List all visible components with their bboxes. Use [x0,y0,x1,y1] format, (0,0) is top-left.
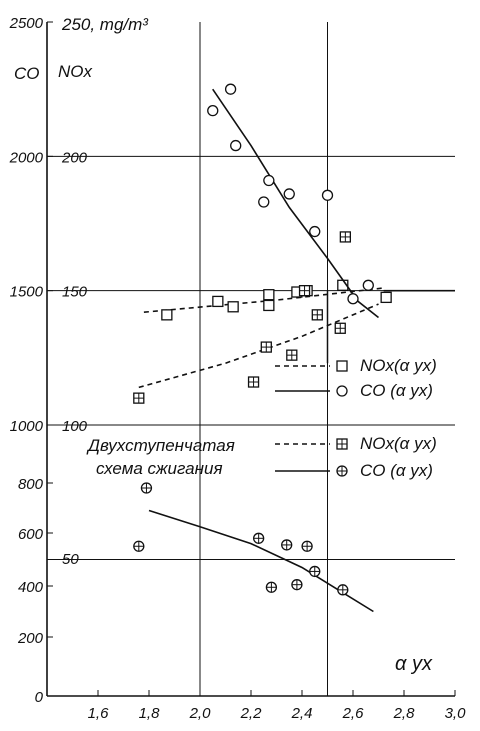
data-point-series-0 [161,309,173,321]
y-tick-label-co: 2500 [9,15,44,32]
fit-line-series-1 [212,88,379,319]
legend-label: NOx(α yx) [360,356,437,375]
y-tick-label-co: 800 [18,476,44,493]
nox-axis-label: NOx [58,62,93,81]
x-tick-label: 2,2 [240,705,263,722]
y-tick-label-co: 200 [17,630,44,647]
data-point-series-0 [227,301,239,313]
data-point-series-1 [321,189,334,201]
data-point-series-1 [347,293,359,305]
y-tick-label-co: 1500 [10,284,44,301]
legend-marker [336,360,348,372]
data-point-series-0 [212,295,224,308]
x-tick-label: 1,8 [139,705,161,722]
y-tick-label-co: 600 [18,526,44,543]
data-point-series-1 [258,196,270,208]
legend-marker [336,385,348,397]
y-tick-label-co: 0 [35,689,44,706]
data-point-series-1 [362,279,374,291]
data-point-series-1 [309,225,321,238]
y-tick-label-nox: 50 [62,551,79,568]
fit-line-series-2 [138,303,379,389]
x-tick-label: 2,6 [342,705,365,722]
co-axis-label: CO [14,64,40,83]
y-tick-label-nox: 150 [62,284,88,301]
y-tick-label-co: 400 [18,579,44,596]
data-point-series-1 [283,188,295,200]
legend-label: NOx(α yx) [360,434,437,453]
legend-group-subtitle: схема сжигания [96,459,223,478]
data-point-series-0 [263,299,275,312]
legend-label: CO (α yx) [360,381,433,400]
x-tick-label: 3,0 [445,705,467,722]
y-tick-label-co: 1000 [10,418,44,435]
x-tick-label: 2,0 [189,705,212,722]
x-axis-label: α yx [395,653,433,675]
data-point-series-1 [263,174,275,187]
y-tick-label-co: 2000 [9,149,44,166]
legend-group-title: Двухступенчатая [86,436,235,455]
fit-line-series-3 [148,509,374,613]
legend-label: CO (α yx) [360,461,433,480]
data-point-series-1 [224,83,237,95]
x-tick-label: 2,4 [291,705,313,722]
data-point-series-1 [230,139,242,152]
x-tick-label: 2,8 [393,705,416,722]
data-point-series-0 [263,289,275,301]
y-tick-label-nox: 200 [61,149,88,166]
data-point-series-1 [207,105,219,117]
data-point-series-0 [380,291,392,304]
x-tick-label: 1,6 [88,705,110,722]
y-tick-label-nox: 100 [62,418,88,435]
nox-unit-label: 250, mg/m³ [61,15,149,34]
